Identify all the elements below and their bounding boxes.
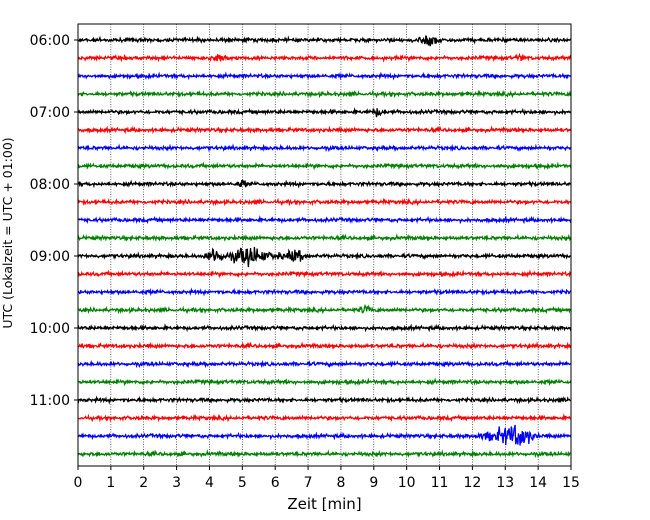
x-tick-label: 3: [172, 475, 181, 491]
trace-0845: [77, 233, 572, 243]
trace-1030: [77, 359, 572, 369]
y-tick-label: 07:00: [30, 105, 70, 121]
trace-0700: [77, 107, 572, 118]
trace-0615: [77, 52, 572, 63]
y-tick-label: 08:00: [30, 177, 70, 193]
x-tick-label: 5: [238, 475, 247, 491]
traces: [77, 35, 572, 459]
trace-0830: [77, 215, 572, 225]
x-tick-label: 0: [74, 475, 83, 491]
trace-0930: [77, 287, 572, 297]
trace-1045: [77, 377, 572, 387]
trace-0915: [77, 269, 572, 279]
axes: 0 1 2 3 4 5 6 7 8 9 10 11 12 13 14 1506:0007:0008:0009:…: [30, 23, 580, 491]
x-tick-label: 7: [304, 475, 313, 491]
plot-frame: [77, 23, 572, 467]
trace-0645: [77, 89, 572, 99]
trace-0730: [77, 143, 572, 153]
trace-0630: [77, 71, 572, 81]
trace-1145: [77, 449, 572, 459]
x-tick-label: 15: [562, 475, 580, 491]
trace-1115: [77, 413, 572, 423]
x-tick-label: 11: [431, 475, 449, 491]
trace-0945: [77, 303, 572, 315]
x-tick-label: 4: [205, 475, 214, 491]
x-tick-label: 2: [139, 475, 148, 491]
x-tick-label: 6: [271, 475, 280, 491]
x-tick-label: 8: [336, 475, 345, 491]
x-axis-label: Zeit [min]: [287, 495, 361, 513]
trace-1130: [77, 424, 572, 446]
trace-0900: [77, 246, 572, 268]
y-tick-label: 06:00: [30, 33, 70, 49]
trace-0715: [77, 125, 572, 135]
y-tick-label: 10:00: [30, 321, 70, 337]
x-tick-label: 13: [496, 475, 514, 491]
trace-0815: [77, 197, 572, 207]
trace-0600: [77, 35, 572, 47]
trace-0800: [77, 179, 572, 189]
grid: [110, 24, 539, 466]
trace-0745: [77, 161, 572, 171]
y-axis-label: UTC (Lokalzeit = UTC + 01:00): [0, 137, 15, 328]
x-tick-label: 12: [463, 475, 481, 491]
trace-1000: [77, 323, 572, 333]
x-tick-label: 10: [398, 475, 416, 491]
x-tick-label: 9: [369, 475, 378, 491]
y-tick-label: 11:00: [30, 393, 70, 409]
y-tick-label: 09:00: [30, 249, 70, 265]
x-tick-label: 14: [529, 475, 547, 491]
x-tick-label: 1: [106, 475, 115, 491]
trace-1015: [77, 341, 572, 351]
trace-1100: [77, 395, 572, 405]
